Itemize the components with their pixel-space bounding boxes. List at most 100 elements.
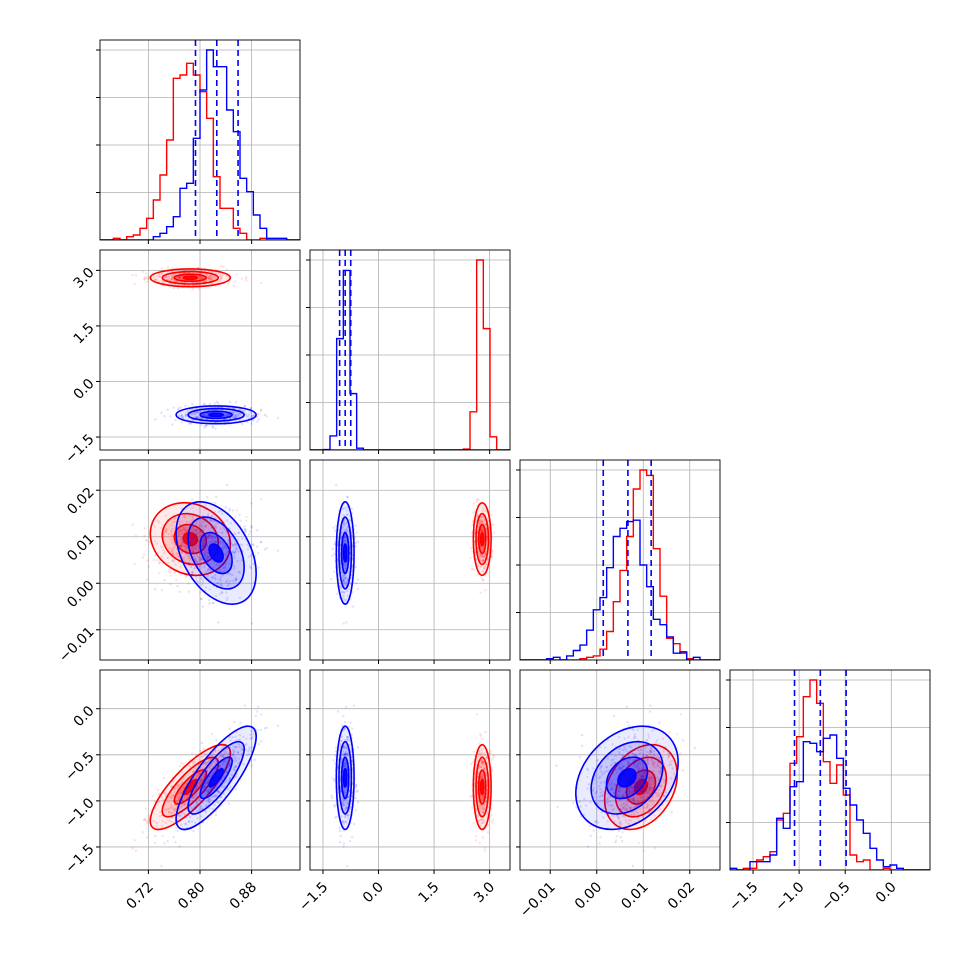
scatter-point: [178, 276, 181, 279]
scatter-point: [342, 539, 346, 542]
scatter-point: [234, 400, 238, 404]
scatter-point: [490, 813, 493, 817]
scatter-point: [201, 767, 205, 770]
scatter-point: [228, 762, 232, 765]
scatter-point: [159, 811, 162, 814]
scatter-point: [347, 810, 351, 813]
scatter-point: [639, 774, 642, 777]
scatter-point: [232, 768, 236, 771]
scatter-point: [216, 582, 220, 585]
scatter-point: [622, 753, 625, 757]
scatter-point: [200, 767, 203, 770]
scatter-point: [481, 549, 484, 552]
scatter-point: [626, 803, 629, 806]
scatter-point: [175, 552, 178, 555]
scatter-point: [202, 528, 206, 532]
scatter-point: [182, 762, 186, 766]
scatter-point: [160, 411, 163, 414]
scatter-point: [195, 561, 199, 564]
scatter-point: [225, 413, 229, 417]
scatter-point: [192, 760, 195, 764]
scatter-point: [482, 518, 485, 521]
scatter-point: [234, 542, 238, 546]
scatter-point: [203, 785, 207, 789]
scatter-point: [613, 783, 616, 786]
scatter-point: [250, 737, 253, 740]
scatter-point: [163, 415, 166, 418]
scatter-point: [187, 785, 190, 789]
scatter-point: [623, 815, 626, 819]
scatter-point: [645, 739, 648, 742]
scatter-point: [165, 530, 168, 534]
scatter-point: [632, 799, 636, 803]
scatter-point: [179, 524, 182, 527]
scatter-point: [643, 770, 647, 773]
scatter-point: [227, 752, 230, 756]
scatter-point: [228, 763, 232, 766]
scatter-point: [635, 764, 639, 768]
scatter-point: [257, 742, 260, 746]
scatter-point: [483, 849, 486, 852]
scatter-point: [182, 544, 186, 548]
scatter-point: [204, 763, 208, 766]
scatter-point: [483, 762, 486, 766]
scatter-point: [178, 531, 181, 535]
scatter-point: [205, 495, 209, 499]
scatter-point: [228, 537, 232, 540]
scatter-point: [234, 413, 238, 416]
scatter-point: [656, 793, 659, 797]
scatter-point: [341, 820, 344, 823]
scatter-point: [481, 527, 485, 530]
scatter-point: [222, 265, 225, 269]
scatter-point: [601, 773, 604, 776]
scatter-point: [181, 802, 184, 806]
scatter-point: [594, 775, 597, 778]
scatter-point: [605, 800, 609, 804]
scatter-point: [195, 520, 198, 524]
scatter-point: [208, 274, 211, 278]
scatter-point: [627, 760, 630, 764]
scatter-point: [343, 573, 346, 577]
scatter-point: [479, 824, 482, 828]
scatter-point: [215, 495, 218, 499]
scatter-point: [591, 789, 595, 792]
scatter-point: [580, 744, 584, 747]
scatter-point: [203, 539, 206, 542]
scatter-point: [609, 804, 613, 807]
scatter-point: [209, 753, 213, 757]
scatter-point: [133, 562, 136, 566]
scatter-point: [198, 287, 201, 290]
scatter-point: [153, 540, 157, 543]
scatter-point: [170, 527, 174, 531]
scatter-point: [180, 538, 183, 541]
scatter-point: [184, 529, 188, 532]
scatter-point: [479, 765, 483, 769]
scatter-point: [339, 739, 343, 742]
scatter-point: [187, 590, 191, 593]
scatter-point: [612, 807, 615, 811]
scatter-point: [481, 811, 485, 814]
scatter-point: [599, 775, 602, 778]
scatter-point: [158, 521, 161, 524]
scatter-point: [190, 412, 193, 415]
scatter-point: [164, 529, 168, 533]
scatter-point: [198, 782, 201, 785]
scatter-point: [181, 799, 184, 802]
scatter-point: [635, 783, 639, 786]
scatter-point: [636, 803, 639, 807]
scatter-point: [599, 791, 602, 795]
scatter-point: [618, 819, 622, 823]
scatter-point: [243, 525, 246, 528]
scatter-point: [177, 276, 181, 280]
scatter-point: [213, 560, 216, 564]
scatter-point: [619, 808, 622, 811]
scatter-point: [654, 791, 658, 794]
scatter-point: [492, 754, 496, 757]
scatter-point: [481, 529, 485, 532]
scatter-point: [191, 545, 194, 548]
scatter-point: [618, 822, 621, 825]
scatter-point: [238, 418, 242, 422]
scatter-point: [210, 277, 213, 280]
scatter-point: [180, 806, 183, 809]
scatter-point: [630, 791, 633, 795]
